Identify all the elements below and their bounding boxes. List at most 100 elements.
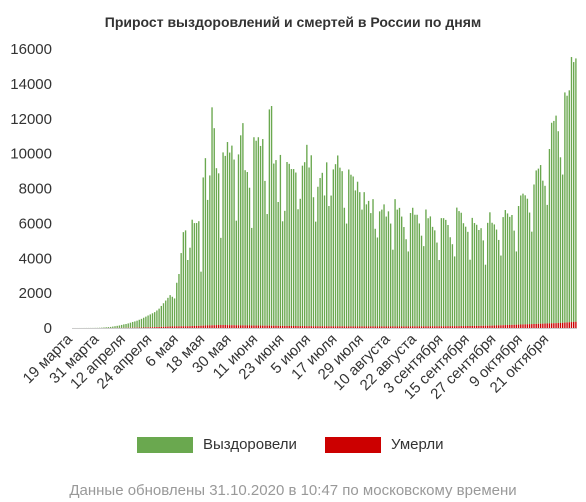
bar-died[interactable]	[220, 325, 222, 328]
bar-recovered[interactable]	[105, 327, 107, 328]
bar-died[interactable]	[187, 326, 189, 328]
bar-died[interactable]	[495, 325, 498, 328]
bar-recovered[interactable]	[396, 209, 398, 327]
bar-recovered[interactable]	[125, 323, 127, 328]
bar-died[interactable]	[484, 325, 487, 328]
bar-recovered[interactable]	[387, 211, 390, 327]
bar-died[interactable]	[303, 326, 306, 328]
bar-recovered[interactable]	[409, 213, 412, 327]
bar-recovered[interactable]	[533, 184, 535, 324]
bar-recovered[interactable]	[575, 58, 577, 322]
bar-recovered[interactable]	[447, 225, 449, 327]
bar-recovered[interactable]	[365, 204, 368, 327]
bar-recovered[interactable]	[568, 90, 570, 323]
bar-recovered[interactable]	[500, 255, 502, 326]
bar-recovered[interactable]	[176, 282, 178, 327]
bar-recovered[interactable]	[405, 239, 407, 327]
bar-recovered[interactable]	[222, 152, 224, 326]
bar-died[interactable]	[321, 326, 323, 328]
bar-died[interactable]	[418, 326, 421, 328]
bar-recovered[interactable]	[425, 209, 427, 327]
bar-died[interactable]	[317, 326, 319, 328]
bar-recovered[interactable]	[328, 206, 330, 327]
bar-recovered[interactable]	[453, 256, 456, 327]
bar-recovered[interactable]	[142, 317, 145, 328]
bar-recovered[interactable]	[195, 223, 198, 326]
bar-recovered[interactable]	[275, 160, 277, 326]
bar-died[interactable]	[356, 326, 359, 328]
bar-recovered[interactable]	[279, 154, 282, 326]
bar-died[interactable]	[228, 325, 231, 328]
bar-recovered[interactable]	[217, 173, 220, 326]
bar-recovered[interactable]	[434, 230, 436, 327]
bar-recovered[interactable]	[495, 229, 498, 326]
bar-recovered[interactable]	[169, 295, 171, 327]
bar-recovered[interactable]	[548, 149, 551, 324]
legend-item-died[interactable]: Умерли	[325, 436, 443, 453]
bar-recovered[interactable]	[165, 300, 167, 327]
bar-died[interactable]	[257, 325, 260, 328]
bar-died[interactable]	[206, 325, 209, 328]
bar-died[interactable]	[275, 325, 277, 328]
bar-died[interactable]	[286, 325, 288, 328]
bar-died[interactable]	[513, 324, 515, 328]
bar-recovered[interactable]	[270, 106, 273, 326]
bar-recovered[interactable]	[248, 187, 251, 326]
bar-recovered[interactable]	[160, 305, 162, 327]
bar-died[interactable]	[407, 326, 409, 328]
bar-recovered[interactable]	[323, 195, 326, 327]
bar-recovered[interactable]	[544, 185, 546, 324]
bar-recovered[interactable]	[423, 246, 425, 327]
bar-recovered[interactable]	[107, 327, 110, 328]
bar-died[interactable]	[449, 326, 451, 328]
bar-recovered[interactable]	[469, 259, 471, 326]
bar-recovered[interactable]	[546, 204, 548, 324]
bar-died[interactable]	[398, 326, 401, 328]
bar-recovered[interactable]	[140, 318, 143, 328]
bar-recovered[interactable]	[118, 325, 121, 328]
bar-recovered[interactable]	[103, 327, 105, 328]
bar-recovered[interactable]	[350, 174, 352, 327]
bar-died[interactable]	[544, 323, 546, 328]
bar-recovered[interactable]	[513, 230, 515, 325]
bar-died[interactable]	[233, 325, 235, 328]
bar-recovered[interactable]	[191, 219, 193, 327]
bar-died[interactable]	[343, 326, 346, 328]
legend-item-recovered[interactable]: Выздоровели	[137, 436, 297, 453]
bar-recovered[interactable]	[445, 219, 447, 327]
bar-recovered[interactable]	[228, 152, 231, 326]
bar-died[interactable]	[575, 321, 577, 328]
bar-recovered[interactable]	[162, 303, 165, 327]
bar-recovered[interactable]	[281, 221, 284, 326]
bar-recovered[interactable]	[182, 232, 185, 327]
bar-died[interactable]	[204, 325, 207, 328]
bar-died[interactable]	[151, 327, 154, 328]
bar-died[interactable]	[531, 324, 533, 328]
bar-recovered[interactable]	[515, 251, 518, 325]
bar-died[interactable]	[453, 326, 456, 328]
bar-died[interactable]	[550, 323, 553, 328]
bar-died[interactable]	[500, 325, 502, 328]
bar-recovered[interactable]	[244, 170, 246, 326]
bar-died[interactable]	[412, 326, 414, 328]
bar-recovered[interactable]	[134, 321, 136, 328]
bar-died[interactable]	[235, 325, 237, 328]
bar-died[interactable]	[277, 325, 279, 328]
bar-died[interactable]	[180, 326, 182, 328]
bar-died[interactable]	[456, 326, 458, 328]
bar-died[interactable]	[383, 326, 385, 328]
bar-died[interactable]	[264, 325, 266, 328]
bar-died[interactable]	[524, 324, 526, 328]
bar-recovered[interactable]	[284, 210, 286, 326]
bar-recovered[interactable]	[462, 223, 465, 327]
bar-recovered[interactable]	[416, 214, 418, 327]
bar-died[interactable]	[273, 325, 275, 328]
bar-recovered[interactable]	[412, 207, 414, 327]
bar-died[interactable]	[535, 323, 537, 328]
bar-recovered[interactable]	[167, 297, 169, 327]
bar-died[interactable]	[138, 327, 140, 329]
bar-recovered[interactable]	[385, 216, 387, 327]
bar-died[interactable]	[546, 323, 548, 328]
bar-recovered[interactable]	[341, 171, 343, 327]
bar-died[interactable]	[469, 325, 471, 328]
